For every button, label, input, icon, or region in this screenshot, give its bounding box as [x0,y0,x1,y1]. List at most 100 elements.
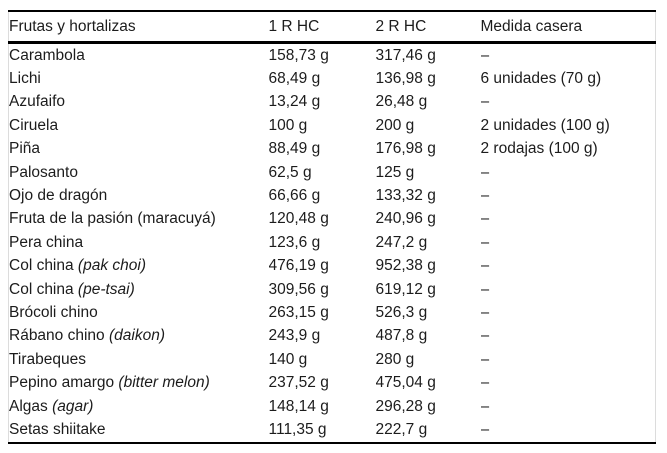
household-measure-value: – [480,280,490,298]
two-ration-value: 296,28 g [375,397,436,415]
table-row: Piña 88,49 g 176,98 g 2 rodajas (100 g) [9,138,656,161]
food-name-cell: Azufaifo [9,91,269,114]
household-measure-value: – [480,257,490,275]
one-ration-value: 13,24 g [268,93,321,111]
two-ration-value: 222,7 g [375,420,428,438]
household-measure-value: 2 unidades (100 g) [480,116,610,134]
one-ration-value: 120,48 g [268,210,329,228]
table-row: Lichi 68,49 g 136,98 g 6 unidades (70 g) [9,67,656,90]
food-name: Algas [9,397,48,415]
two-ration-value: 280 g [375,350,415,368]
household-measure-value: – [480,233,490,251]
two-ration-value: 200 g [375,116,415,134]
two-ration-value: 475,04 g [375,374,436,392]
food-name-latin: (agar) [47,397,94,415]
food-name-cell: Ojo de dragón [9,184,269,207]
food-name: Ojo de dragón [9,187,108,205]
table-row: Algas (agar) 148,14 g 296,28 g – [9,395,656,418]
food-name-cell: Pera china [9,231,269,254]
two-ration-value: 26,48 g [375,93,428,111]
table-row: Palosanto 62,5 g 125 g – [9,161,656,184]
table-row: Carambola 158,73 g 317,46 g – [9,43,656,68]
household-measure-value: 2 rodajas (100 g) [480,140,598,158]
table-row: Ciruela 100 g 200 g 2 unidades (100 g) [9,114,656,137]
food-name-latin: (daikon) [104,327,165,345]
table-row: Fruta de la pasión (maracuyá) 120,48 g 2… [9,208,656,231]
one-ration-value: 111,35 g [268,420,327,438]
household-measure-value: – [480,46,490,64]
food-name: Azufaifo [9,93,66,111]
two-ration-value: 317,46 g [375,46,436,64]
two-ration-value: 526,3 g [375,303,428,321]
food-name: Lichi [9,70,41,88]
column-header-food: Frutas y hortalizas [8,11,269,44]
household-measure-value: – [480,327,490,345]
table-header-row: Frutas y hortalizas 1 R HC 2 R HC Medida… [8,11,656,44]
two-ration-value: 125 g [375,163,415,181]
table-row: Tirabeques 140 g 280 g – [9,348,656,371]
table-row: Col china (pe-tsai) 309,56 g 619,12 g – [9,278,656,301]
table-row: Rábano chino (daikon) 243,9 g 487,8 g – [9,325,656,348]
two-ration-value: 619,12 g [375,280,436,298]
food-name-cell: Piña [9,138,269,161]
food-name: Col china [9,257,74,275]
one-ration-value: 237,52 g [268,374,329,392]
household-measure-value: – [480,93,490,111]
table-row: Col china (pak choi) 476,19 g 952,38 g – [9,255,656,278]
food-name: Palosanto [9,163,78,181]
one-ration-value: 158,73 g [268,46,329,64]
one-ration-value: 476,19 g [268,257,329,275]
one-ration-value: 66,66 g [268,187,321,205]
food-name: Setas shiitake [9,420,106,438]
food-name: Fruta de la pasión (maracuyá) [9,210,216,228]
one-ration-value: 309,56 g [268,280,329,298]
food-name-cell: Palosanto [9,161,269,184]
food-name-cell: Col china (pak choi) [9,255,269,278]
table-body: Carambola 158,73 g 317,46 g – Lichi 68,4… [9,43,656,443]
table-row: Ojo de dragón 66,66 g 133,32 g – [9,184,656,207]
household-measure-value: 6 unidades (70 g) [480,70,602,88]
household-measure-value: – [480,163,490,181]
two-ration-value: 487,8 g [375,327,428,345]
two-ration-value: 952,38 g [375,257,436,275]
food-name-cell: Rábano chino (daikon) [9,325,269,348]
food-name-cell: Lichi [9,67,269,90]
one-ration-value: 140 g [268,350,308,368]
one-ration-value: 88,49 g [268,140,321,158]
food-name: Pera china [9,233,84,251]
food-name: Col china [9,280,74,298]
food-name-latin: (pak choi) [73,257,146,275]
food-name-cell: Ciruela [9,114,269,137]
two-ration-value: 240,96 g [375,210,436,228]
food-name: Carambola [9,46,85,64]
table-row: Pera china 123,6 g 247,2 g – [9,231,656,254]
food-name: Piña [9,140,41,158]
food-name: Pepino amargo [9,374,115,392]
column-header-1rhc: 1 R HC [268,11,376,44]
column-header-2rhc: 2 R HC [375,11,481,44]
two-ration-value: 176,98 g [375,140,436,158]
household-measure-value: – [480,303,490,321]
column-header-measure: Medida casera [480,11,656,44]
food-name-latin: (pe-tsai) [73,280,135,298]
one-ration-value: 68,49 g [268,70,321,88]
one-ration-value: 100 g [268,116,308,134]
one-ration-value: 148,14 g [268,397,329,415]
food-name: Brócoli chino [9,303,98,321]
one-ration-value: 243,9 g [268,327,321,345]
food-name-cell: Carambola [9,43,269,68]
household-measure-value: – [480,350,490,368]
one-ration-value: 62,5 g [268,163,312,181]
household-measure-value: – [480,210,490,228]
two-ration-value: 133,32 g [375,187,436,205]
food-name: Rábano chino [9,327,105,345]
two-ration-value: 247,2 g [375,233,428,251]
food-name-cell: Fruta de la pasión (maracuyá) [9,208,269,231]
food-name: Tirabeques [9,350,86,368]
one-ration-value: 123,6 g [268,233,321,251]
table-row: Brócoli chino 263,15 g 526,3 g – [9,301,656,324]
one-ration-value: 263,15 g [268,303,329,321]
food-carb-table: Frutas y hortalizas 1 R HC 2 R HC Medida… [8,10,656,444]
food-name-cell: Col china (pe-tsai) [9,278,269,301]
